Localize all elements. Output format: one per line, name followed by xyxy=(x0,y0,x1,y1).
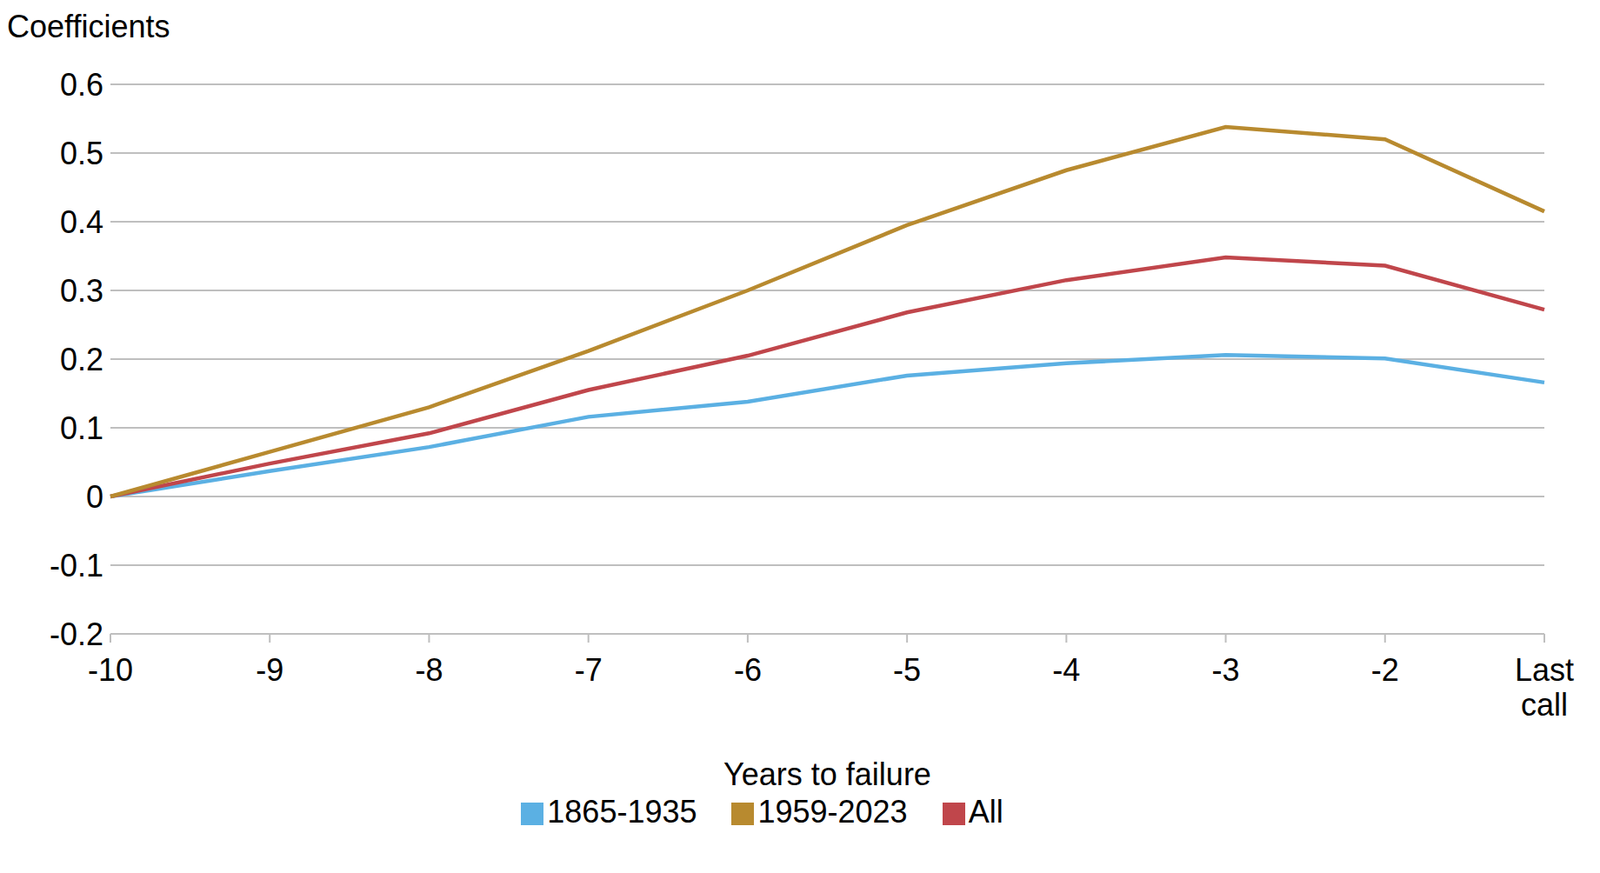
html-text:1959-2023: 1959-2023 xyxy=(757,793,908,830)
svg-text:-0.2: -0.2 xyxy=(49,616,104,653)
svg-text:-0.1: -0.1 xyxy=(49,547,104,584)
svg-text:0.6: 0.6 xyxy=(60,66,104,103)
svg-text:-2: -2 xyxy=(1371,652,1400,688)
svg-text:-4: -4 xyxy=(1052,652,1080,688)
svg-text:-10: -10 xyxy=(87,652,134,688)
html-text:1865-1935: 1865-1935 xyxy=(547,793,697,830)
svg-text:Years to failure: Years to failure xyxy=(723,756,932,793)
svg-text:Lastcall: Lastcall xyxy=(1514,652,1574,723)
svg-text:0.2: 0.2 xyxy=(60,341,104,378)
svg-text:-9: -9 xyxy=(255,652,284,688)
html-text:All: All xyxy=(968,793,1004,830)
svg-text:-8: -8 xyxy=(414,652,443,688)
svg-text:0.3: 0.3 xyxy=(60,273,104,309)
svg-text:-7: -7 xyxy=(574,652,603,688)
svg-text:0: 0 xyxy=(86,479,104,515)
svg-text:-3: -3 xyxy=(1212,652,1240,688)
svg-text:-5: -5 xyxy=(893,652,921,688)
svg-text:0.4: 0.4 xyxy=(60,204,104,240)
svg-text:0.5: 0.5 xyxy=(60,135,104,172)
svg-text:-6: -6 xyxy=(733,652,762,688)
html-text:Coefficients: Coefficients xyxy=(6,8,170,45)
svg-text:0.1: 0.1 xyxy=(60,410,104,447)
